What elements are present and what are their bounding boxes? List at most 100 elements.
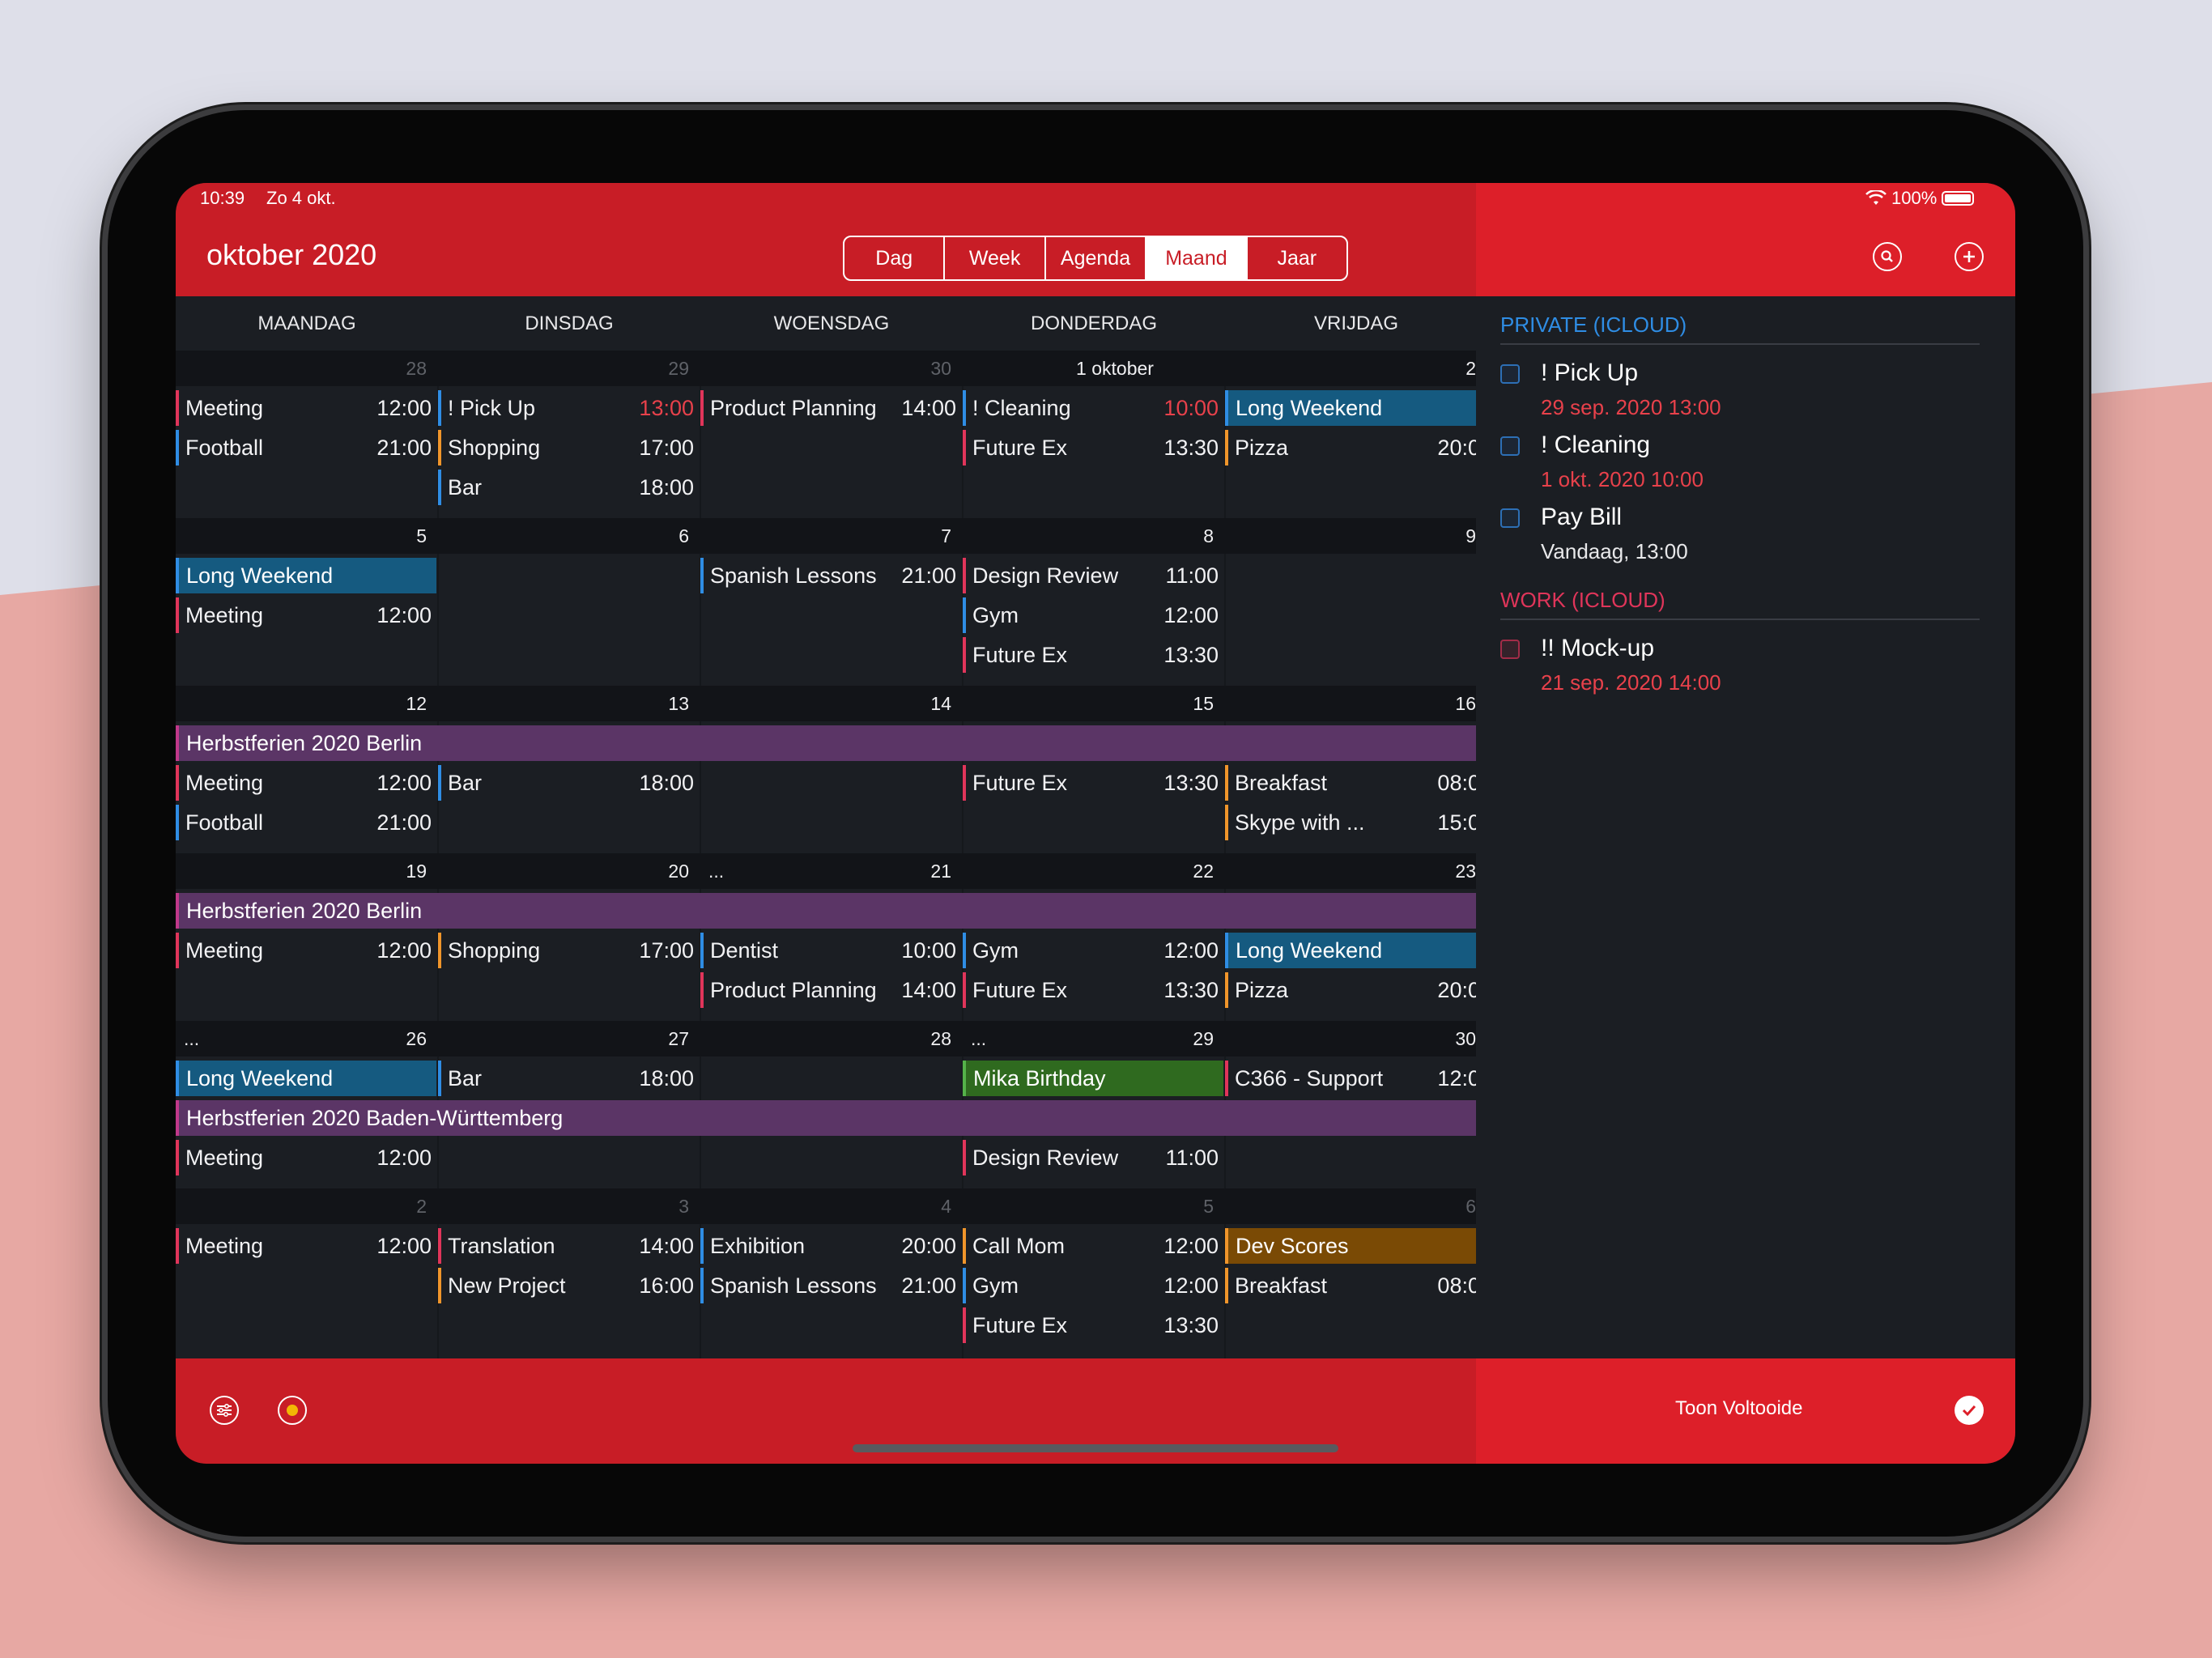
show-completed-button[interactable]: Toon Voltooide — [1675, 1397, 1803, 1419]
add-button[interactable] — [1955, 242, 1984, 271]
event[interactable]: Translation 14:00 — [438, 1228, 697, 1264]
day-number[interactable]: 4 — [941, 1196, 951, 1217]
day-number[interactable]: 2 — [416, 1196, 427, 1217]
event[interactable]: Meeting 12:00 — [176, 1228, 435, 1264]
event[interactable]: Future Ex 13:30 — [963, 1307, 1222, 1343]
reminder-title[interactable]: !! Mock-up — [1541, 635, 1655, 661]
event[interactable]: Meeting 12:00 — [176, 597, 435, 633]
reminder-checkbox[interactable] — [1500, 436, 1520, 456]
holiday-event[interactable]: Herbstferien 2020 Berlin — [176, 893, 1476, 929]
day-number[interactable]: 23 — [1455, 861, 1476, 882]
event[interactable]: Gym 12:00 — [963, 597, 1222, 633]
day-number[interactable]: 12 — [406, 693, 427, 714]
view-day[interactable]: Dag — [844, 237, 946, 279]
day-number[interactable]: 3 — [678, 1196, 689, 1217]
more-indicator[interactable]: ... — [971, 1028, 987, 1049]
event[interactable]: Shopping 17:00 — [438, 933, 697, 968]
event[interactable]: Spanish Lessons 21:00 — [700, 1268, 959, 1303]
event[interactable]: Meeting 12:00 — [176, 933, 435, 968]
event[interactable]: Product Planning 14:00 — [700, 972, 959, 1008]
day-number[interactable]: 5 — [1203, 1196, 1214, 1217]
day-number[interactable]: 19 — [406, 861, 427, 882]
all-day-event[interactable]: Long Weekend — [1225, 390, 1476, 426]
event[interactable]: Bar 18:00 — [438, 1061, 697, 1096]
all-day-event[interactable]: Long Weekend — [1225, 933, 1476, 968]
event[interactable]: Football 21:00 — [176, 805, 435, 840]
day-number[interactable]: 15 — [1193, 693, 1214, 714]
view-agenda[interactable]: Agenda — [1046, 237, 1147, 279]
event[interactable]: Design Review 11:00 — [963, 558, 1222, 593]
view-month[interactable]: Maand — [1146, 237, 1248, 279]
checkmark-button[interactable] — [1955, 1396, 1984, 1425]
event[interactable]: Bar 18:00 — [438, 470, 697, 505]
day-number[interactable]: 6 — [678, 525, 689, 546]
view-week[interactable]: Week — [945, 237, 1046, 279]
holiday-event[interactable]: Herbstferien 2020 Berlin — [176, 725, 1476, 761]
day-number[interactable]: 28 — [406, 358, 427, 379]
day-number[interactable]: 26 — [406, 1028, 427, 1049]
day-number[interactable]: 20 — [668, 861, 689, 882]
event[interactable]: Call Mom 12:00 — [963, 1228, 1222, 1264]
day-number[interactable]: 5 — [416, 525, 427, 546]
day-number[interactable]: 28 — [930, 1028, 951, 1049]
day-number[interactable]: 16 — [1455, 693, 1476, 714]
event[interactable]: Skype with ...15:00 — [1225, 805, 1476, 840]
day-number[interactable]: 14 — [930, 693, 951, 714]
day-number[interactable]: 13 — [668, 693, 689, 714]
event[interactable]: Meeting 12:00 — [176, 390, 435, 426]
day-number[interactable]: 6 — [1465, 1196, 1476, 1217]
day-number[interactable]: 27 — [668, 1028, 689, 1049]
event[interactable]: Bar 18:00 — [438, 765, 697, 801]
day-number[interactable]: 29 — [1193, 1028, 1214, 1049]
event[interactable]: Future Ex 13:30 — [963, 972, 1222, 1008]
day-number[interactable]: 2 — [1465, 358, 1476, 379]
day-number[interactable]: 9 — [1465, 525, 1476, 546]
holiday-event[interactable]: Herbstferien 2020 Baden-Württemberg — [176, 1100, 1476, 1136]
event[interactable]: Meeting 12:00 — [176, 765, 435, 801]
event[interactable]: Shopping 17:00 — [438, 430, 697, 466]
birthday-event[interactable]: Mika Birthday — [963, 1061, 1223, 1096]
reminder-title[interactable]: ! Cleaning — [1541, 432, 1651, 458]
reminder-checkbox[interactable] — [1500, 508, 1520, 528]
view-year[interactable]: Jaar — [1277, 246, 1317, 270]
reminder-event[interactable]: ! Cleaning 10:00 — [963, 390, 1222, 426]
all-day-event[interactable]: Long Weekend — [176, 1061, 436, 1096]
search-button[interactable] — [1873, 242, 1902, 271]
event[interactable]: Gym 12:00 — [963, 933, 1222, 968]
day-number[interactable]: 30 — [930, 358, 951, 379]
day-number[interactable]: 30 — [1455, 1028, 1476, 1049]
day-number[interactable]: 29 — [668, 358, 689, 379]
day-number[interactable]: 21 — [930, 861, 951, 882]
event[interactable]: Dentist 10:00 — [700, 933, 959, 968]
event[interactable]: Design Review 11:00 — [963, 1140, 1222, 1175]
event[interactable]: Exhibition 20:00 — [700, 1228, 959, 1264]
event[interactable]: Future Ex 13:30 — [963, 430, 1222, 466]
reminder-title[interactable]: Pay Bill — [1541, 504, 1623, 530]
day-number[interactable]: 8 — [1203, 525, 1214, 546]
more-indicator[interactable]: ... — [184, 1028, 200, 1049]
day-number[interactable]: 7 — [941, 525, 951, 546]
all-day-event[interactable]: Dev Scores — [1225, 1228, 1476, 1264]
event[interactable]: Future Ex 13:30 — [963, 765, 1222, 801]
more-indicator[interactable]: ... — [708, 861, 725, 882]
day-number[interactable]: 1 oktober — [1076, 358, 1154, 379]
event[interactable]: Spanish Lessons 21:00 — [700, 558, 959, 593]
event[interactable]: Product Planning 14:00 — [700, 390, 959, 426]
filter-button[interactable] — [210, 1396, 239, 1425]
day-number[interactable]: 22 — [1193, 861, 1214, 882]
event[interactable]: Future Ex 13:30 — [963, 637, 1222, 673]
event[interactable]: Gym 12:00 — [963, 1268, 1222, 1303]
reminder-event[interactable]: ! Pick Up 13:00 — [438, 390, 697, 426]
reminder-checkbox[interactable] — [1500, 364, 1520, 384]
all-day-event[interactable]: Long Weekend — [176, 558, 436, 593]
reminder-checkbox[interactable] — [1500, 640, 1520, 659]
reminder-title[interactable]: ! Pick Up — [1541, 359, 1639, 386]
event[interactable]: New Project 16:00 — [438, 1268, 697, 1303]
event[interactable]: Football 21:00 — [176, 430, 435, 466]
event[interactable]: Meeting 12:00 — [176, 1140, 435, 1175]
